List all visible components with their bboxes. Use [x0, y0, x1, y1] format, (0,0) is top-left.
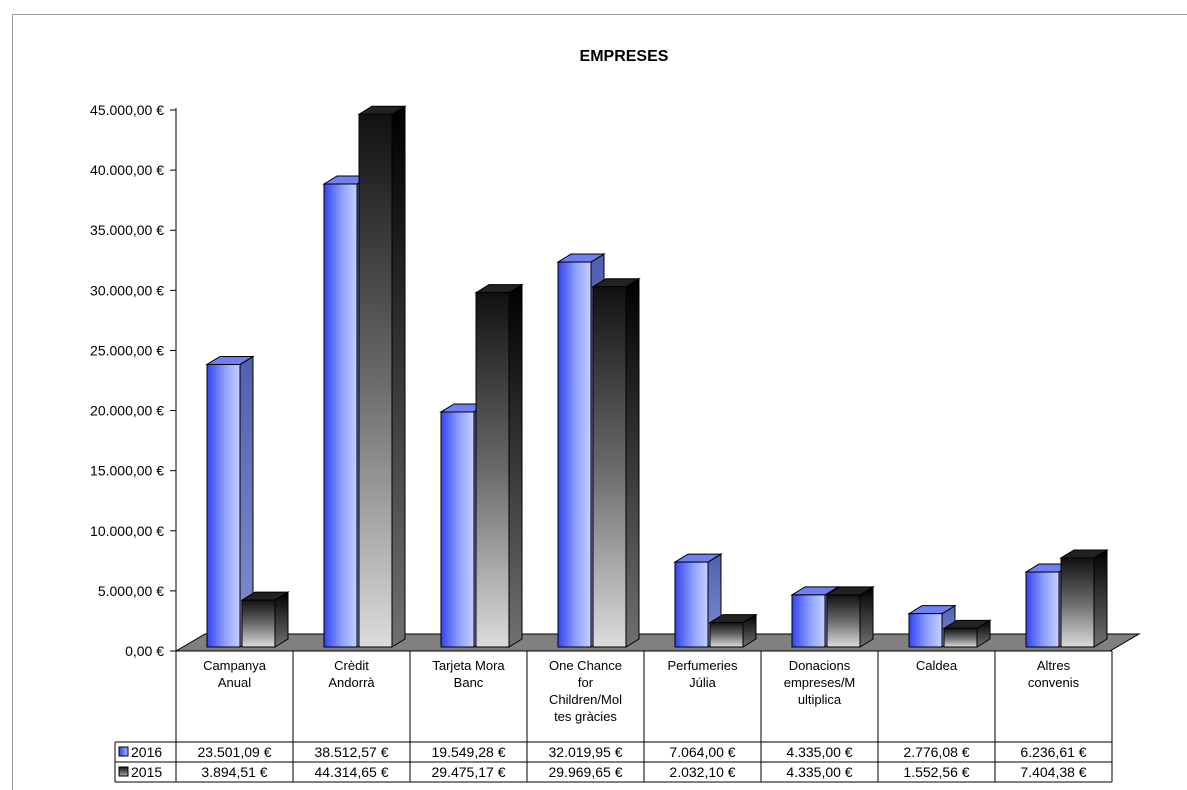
data-label-2015-2: 29.475,17 €	[432, 764, 506, 780]
x-category-label: Donacions empreses/M ultiplica	[784, 658, 856, 707]
data-label-2016-1: 38.512,57 €	[315, 744, 389, 760]
data-label-2016-6: 2.776,08 €	[903, 744, 969, 760]
data-label-2016-7: 6.236,61 €	[1020, 744, 1086, 760]
floor-plane	[174, 633, 1141, 652]
data-label-2015-6: 1.552,56 €	[903, 764, 969, 780]
data-label-2015-5: 4.335,00 €	[786, 764, 852, 780]
y-tick-label: 5.000,00 €	[98, 583, 164, 599]
bars	[205, 105, 1109, 648]
legend-swatch-2016	[118, 746, 129, 757]
x-category-label: Perfumeries Júlia	[667, 658, 738, 690]
y-tick-label: 25.000,00 €	[90, 342, 164, 358]
legend-swatch-2015	[118, 766, 129, 777]
data-table: Campanya Anual Crèdit Andorrà Tarjeta Mora Ba…	[114, 650, 1113, 783]
bar-2016-0	[205, 355, 255, 648]
data-label-2016-3: 32.019,95 €	[549, 744, 623, 760]
x-category-label: Campanya Anual	[203, 658, 267, 690]
x-category-label: Altres convenis	[1028, 658, 1080, 690]
data-label-2015-0: 3.894,51 €	[201, 764, 267, 780]
y-tick-label: 0,00 €	[125, 643, 164, 659]
bar-2015-1	[357, 105, 407, 648]
data-label-2015-3: 29.969,65 €	[549, 764, 623, 780]
bar-2015-3	[591, 277, 641, 648]
y-tick-label: 30.000,00 €	[90, 282, 164, 298]
x-category-label: Tarjeta Mora Banc	[432, 658, 505, 690]
bar-2015-2	[474, 283, 524, 648]
bar-2015-4	[708, 613, 758, 648]
data-label-2016-4: 7.064,00 €	[669, 744, 735, 760]
chart-floor	[174, 633, 1141, 652]
x-category-label: Caldea	[916, 658, 958, 673]
bar-2016-4	[673, 553, 723, 648]
data-label-2016-2: 19.549,28 €	[432, 744, 506, 760]
y-axis: 0,00 € 5.000,00 € 10.000,00 € 15.000,00 € 20…	[90, 102, 177, 659]
y-tick-label: 35.000,00 €	[90, 222, 164, 238]
y-tick-label: 10.000,00 €	[90, 523, 164, 539]
chart-title: EMPRESES	[580, 48, 669, 65]
y-tick-label: 40.000,00 €	[90, 162, 164, 178]
bar-2015-7	[1059, 549, 1109, 648]
data-label-2015-1: 44.314,65 €	[315, 764, 389, 780]
x-category-label: One Chance for Children/Mol tes gràcies	[549, 658, 622, 724]
bar-2015-6	[942, 619, 992, 648]
data-label-2016-0: 23.501,09 €	[198, 744, 272, 760]
bar-2015-0	[240, 591, 290, 648]
legend-label-2015: 2015	[131, 764, 162, 780]
y-tick-label: 15.000,00 €	[90, 463, 164, 479]
data-label-2016-5: 4.335,00 €	[786, 744, 852, 760]
data-label-2015-4: 2.032,10 €	[669, 764, 735, 780]
y-tick-label: 20.000,00 €	[90, 403, 164, 419]
legend-label-2016: 2016	[131, 744, 162, 760]
x-category-label: Crèdit Andorrà	[328, 658, 375, 690]
data-label-2015-7: 7.404,38 €	[1020, 764, 1086, 780]
bar-2015-5	[825, 585, 875, 648]
y-tick-label: 45.000,00 €	[90, 102, 164, 118]
